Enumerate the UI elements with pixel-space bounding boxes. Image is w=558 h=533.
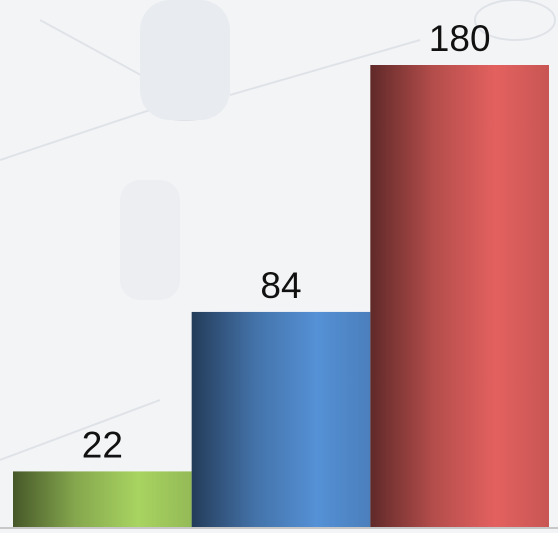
data-label: 84 [260, 265, 301, 306]
decoration [0, 0, 556, 461]
bar [370, 65, 549, 528]
data-label: 180 [429, 18, 491, 59]
plot-area: 22 84 180 [13, 18, 549, 528]
bar [191, 311, 371, 528]
bar [13, 471, 192, 528]
data-label: 22 [82, 424, 123, 465]
